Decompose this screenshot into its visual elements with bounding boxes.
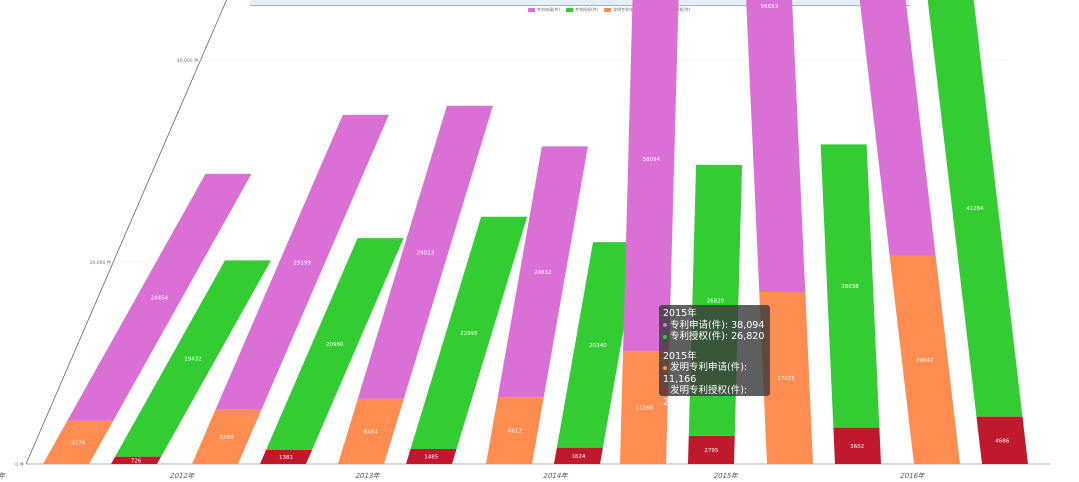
- bar-application-4-label-1: 38094: [642, 157, 660, 163]
- x-tick-label: 2012年: [169, 471, 196, 480]
- legend-label: 专利申请(件): [537, 7, 561, 12]
- tooltip-dot-2: [663, 334, 667, 339]
- bar-application-2-label-1: 29013: [417, 250, 435, 256]
- bar-application-6-segment-1: [859, 0, 936, 256]
- legend-item[interactable]: 专利授权(件): [566, 7, 598, 13]
- bar-application-0-label-1: 24454: [151, 295, 169, 301]
- tooltip-row-4: 发明专利授权(件): 2,795: [663, 385, 766, 408]
- x-tick-label: 2014年: [542, 471, 569, 480]
- bar-application-0-segment-0: [43, 420, 114, 464]
- tooltip-dot-3: [663, 365, 667, 370]
- bar-application-3-label-1: 24832: [534, 270, 552, 276]
- bar-grant-2-segment-1: [410, 216, 528, 450]
- bar-application-1-segment-1: [215, 114, 389, 410]
- bar-application-2-segment-1: [357, 105, 493, 399]
- bar-grant-2-label-0: 1485: [424, 455, 438, 461]
- legend-swatch: [566, 8, 574, 12]
- y-axis-line: [25, 0, 227, 465]
- tooltip-line-3: 发明专利申请(件): 11,166: [663, 362, 748, 385]
- legend-item[interactable]: 专利申请(件): [528, 7, 560, 13]
- x-tick-label: 2011年: [0, 471, 7, 480]
- bar-application-1-label-0: 5368: [220, 435, 234, 441]
- y-tick-label: 0 件: [15, 461, 24, 468]
- bar-grant-5-segment-0: [833, 427, 881, 464]
- bar-grant-1-segment-0: [260, 450, 313, 464]
- tooltip-line-2: 专利授权(件): 26,820: [670, 331, 765, 342]
- bar-application-0-segment-1: [67, 173, 252, 421]
- tooltip-row-2: 专利授权(件): 26,820: [663, 331, 766, 343]
- legend-swatch: [528, 8, 535, 12]
- bar-grant-5-label-0: 3602: [850, 444, 864, 450]
- bar-grant-0-label-0: 726: [131, 458, 142, 464]
- bar-grant-1-label-1: 20980: [326, 342, 344, 348]
- bar-grant-3-segment-0: [554, 447, 603, 464]
- bar-application-5-segment-1: [746, 0, 806, 293]
- bar-grant-0-segment-0: [111, 456, 162, 464]
- tooltip-line-4: 发明专利授权(件): 2,795: [663, 385, 748, 408]
- bar-grant-5-segment-1: [820, 144, 880, 428]
- bar-application-1-segment-0: [192, 409, 262, 464]
- bar-grant-3-segment-1: [556, 242, 640, 448]
- bar-application-5-label-0: 17025: [777, 376, 795, 382]
- bar-application-3-label-0: 6612: [508, 429, 522, 435]
- bar-grant-6-segment-1: [927, 0, 1023, 417]
- bar-grant-4-label-1: 26820: [707, 298, 725, 304]
- x-tick-label: 2013年: [354, 471, 381, 480]
- tooltip-group2-title: 2015年: [663, 350, 697, 362]
- bar-application-2-label-0: 6454: [364, 429, 378, 435]
- x-tick-label: 2015年: [712, 471, 739, 480]
- tooltip-dot-1: [663, 323, 667, 327]
- y-tick-label: 20,000 件: [90, 259, 112, 266]
- bar-grant-2-segment-0: [406, 449, 457, 464]
- bar-grant-2-label-1: 22995: [460, 331, 478, 337]
- bar-grant-6-label-0: 4686: [995, 438, 1009, 444]
- top-panel: [250, 0, 910, 6]
- bar-application-4-segment-1: [623, 0, 679, 352]
- bar-grant-6-segment-0: [976, 416, 1028, 464]
- legend-label: 专利授权(件): [575, 7, 599, 12]
- legend-item[interactable]: 发明专利申请(件): [604, 7, 644, 13]
- bar-application-6-label-0: 20642: [916, 358, 934, 364]
- bar-grant-3-label-1: 20340: [589, 343, 607, 349]
- bar-grant-4-label-0: 2795: [704, 448, 718, 454]
- bar-grant-0-segment-1: [115, 260, 272, 457]
- bar-grant-4-segment-0: [688, 435, 735, 464]
- tooltip: 2015年 专利申请(件): 38,094 专利授权(件): 26,820 20…: [659, 305, 770, 408]
- bar-application-3-segment-0: [486, 397, 544, 464]
- bar-application-5-segment-0: [759, 292, 813, 464]
- bar-application-2-segment-0: [338, 398, 404, 464]
- bar-grant-6-label-1: 41284: [966, 206, 984, 212]
- y-tick-label: 40,000 件: [177, 57, 199, 64]
- tooltip-row-3: 发明专利申请(件): 11,166: [663, 362, 766, 385]
- bar-application-6-segment-0: [889, 255, 960, 464]
- tooltip-dot-4: [663, 388, 667, 393]
- legend-swatch: [604, 8, 612, 12]
- bar-application-5-label-1: 56653: [761, 4, 779, 10]
- bar-application-4-label-0: 11166: [636, 406, 654, 412]
- bar-grant-3-label-0: 1624: [571, 454, 585, 460]
- bar-application-1-label-1: 29199: [293, 260, 311, 266]
- bar-grant-1-label-0: 1381: [279, 455, 293, 461]
- tooltip-line-1: 专利申请(件): 38,094: [670, 319, 765, 331]
- bar-application-3-segment-1: [497, 146, 588, 398]
- bar-application-0-label-0: 4274: [71, 440, 85, 446]
- bar-grant-5-label-1: 28038: [841, 284, 859, 290]
- bar-application-4-segment-0: [620, 351, 670, 464]
- bar-grant-1-segment-1: [266, 238, 404, 451]
- tooltip-group1-title: 2015年: [663, 308, 697, 319]
- tooltip-row-1: 专利申请(件): 38,094: [663, 320, 766, 332]
- legend-label: 发明专利申请(件): [613, 7, 645, 12]
- x-tick-label: 2016年: [899, 471, 926, 480]
- bar-grant-0-label-1: 19432: [184, 357, 202, 363]
